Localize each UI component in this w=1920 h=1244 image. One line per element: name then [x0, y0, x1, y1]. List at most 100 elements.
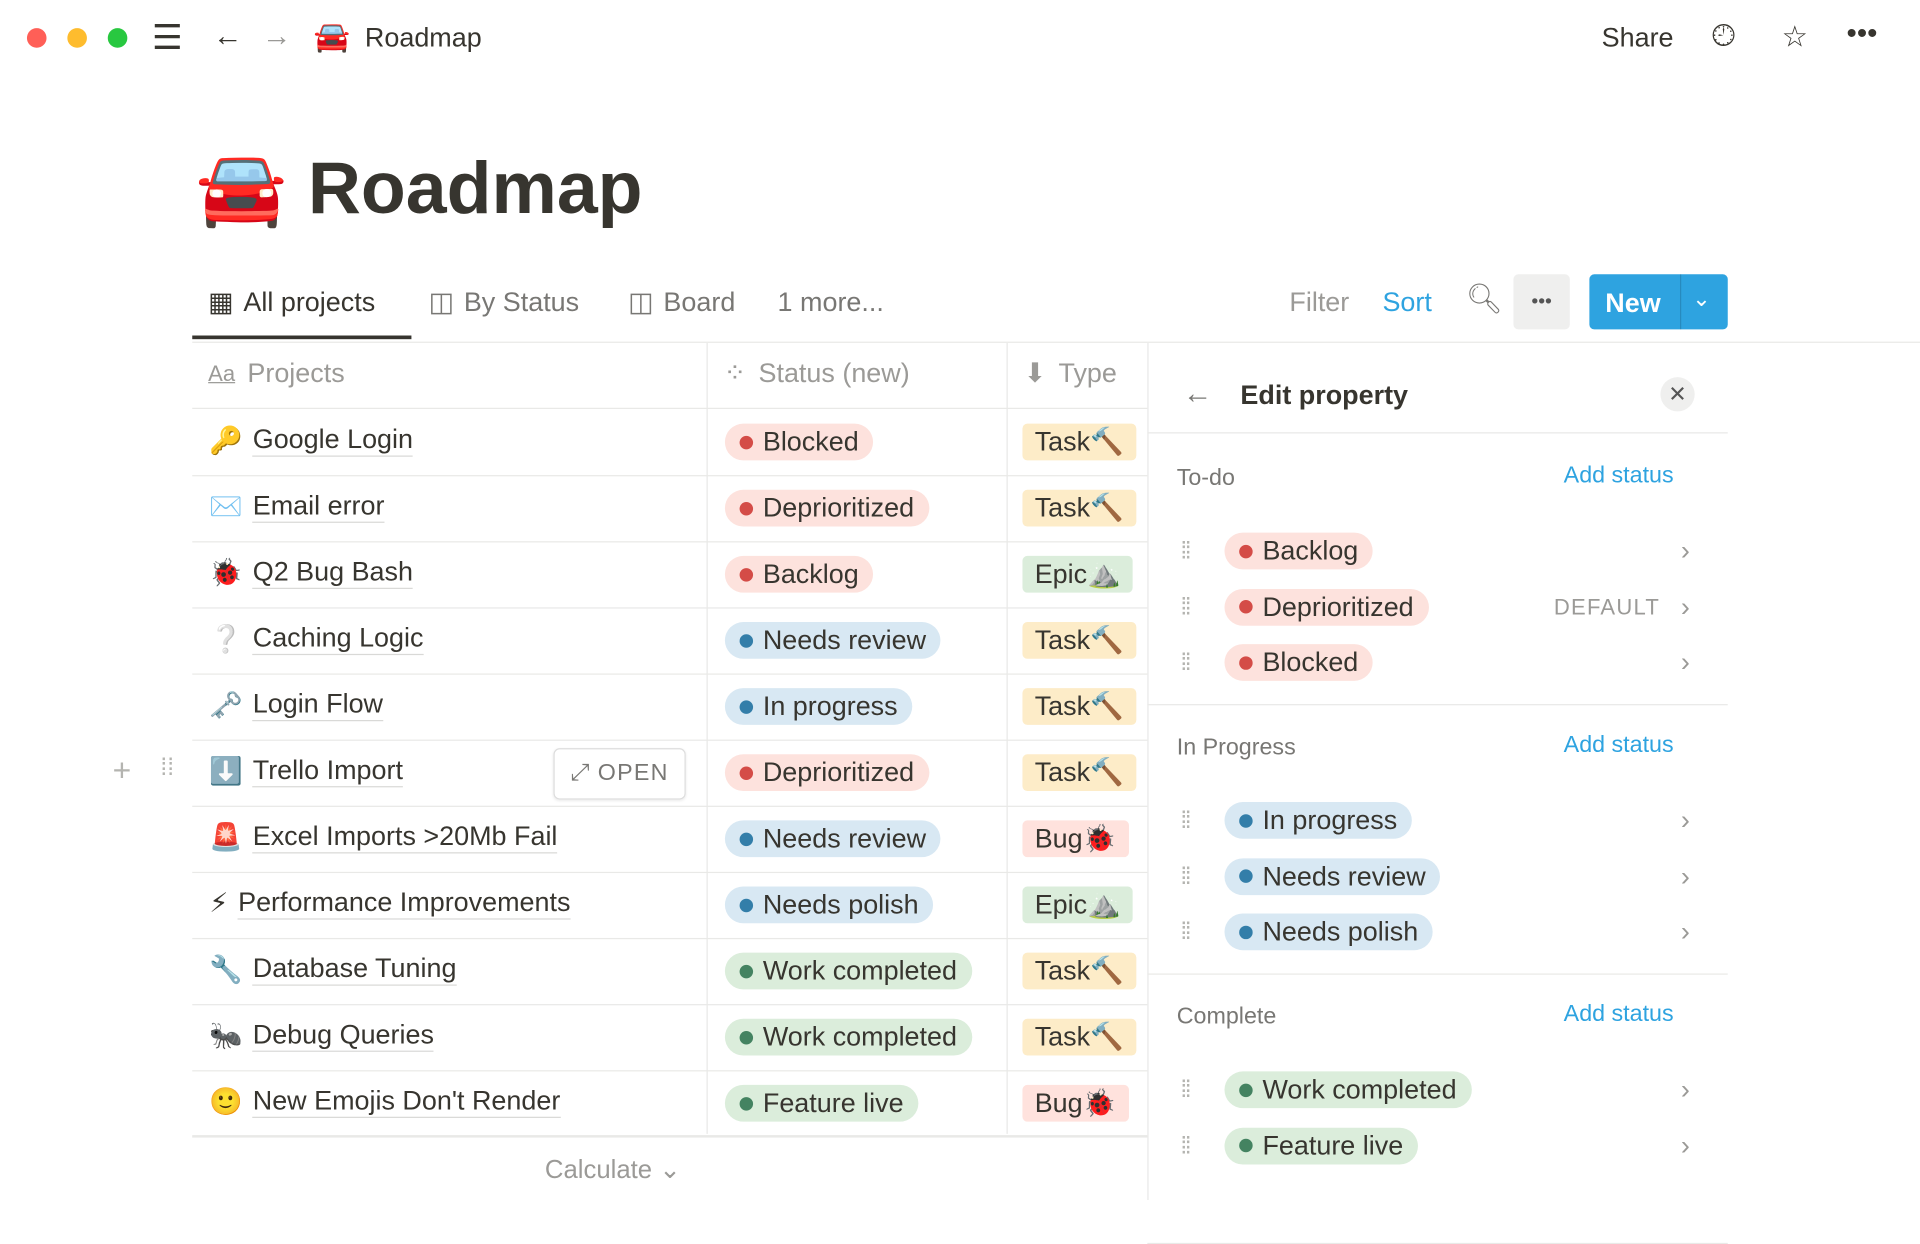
drag-handle-icon[interactable]: ⁞⁞ [1180, 862, 1191, 890]
chevron-right-icon[interactable]: › [1680, 860, 1690, 892]
type-tag[interactable]: Task🔨 [1022, 688, 1136, 725]
status-option-row[interactable]: ⁞⁞ Needs review › [1176, 857, 1703, 900]
type-tag[interactable]: Task🔨 [1022, 1018, 1136, 1056]
tab-by-status[interactable]: ◫ By Status [428, 286, 580, 318]
history-clock-icon[interactable]: 🕘︎ [1711, 19, 1736, 53]
maximize-window-button[interactable] [107, 28, 128, 48]
sort-button[interactable]: Sort [1382, 286, 1432, 318]
column-header-projects[interactable]: Aa Projects [208, 357, 345, 389]
table-row[interactable]: ✉️ Email error Deprioritized Task🔨 [192, 475, 1148, 543]
view-options-button[interactable]: ••• [1513, 274, 1570, 330]
back-arrow-icon[interactable]: ← [213, 19, 243, 53]
table-row[interactable]: ❔ Caching Logic Needs review Task🔨 [192, 607, 1148, 675]
close-window-button[interactable] [26, 28, 47, 48]
table-row[interactable]: 🐜 Debug Queries Work completed Task🔨 [192, 1004, 1148, 1072]
status-option-row[interactable]: ⁞⁞ Feature live › [1176, 1127, 1703, 1169]
table-row[interactable]: ⬇️ Trello Import ⤢ OPEN Deprioritized Task🔨 [192, 740, 1148, 807]
add-status-button[interactable]: Add status [1563, 1001, 1674, 1028]
status-pill[interactable]: Work completed [724, 1018, 972, 1056]
type-tag[interactable]: Bug🐞 [1022, 820, 1129, 858]
type-tag[interactable]: Epic⛰️ [1022, 555, 1133, 593]
drag-handle-icon[interactable]: ⁞⁞ [160, 754, 175, 782]
drag-handle-icon[interactable]: ⁞⁞ [1180, 537, 1191, 565]
column-header-status[interactable]: ⁘ Status (new) [723, 357, 910, 389]
tab-all-projects[interactable]: ▦ All projects [208, 286, 376, 318]
chevron-right-icon[interactable]: › [1680, 916, 1690, 948]
calculate-button[interactable]: Calculate ⌄ [544, 1155, 681, 1185]
type-tag[interactable]: Task🔨 [1022, 622, 1136, 659]
status-pill[interactable]: Needs polish [724, 886, 934, 924]
drag-handle-icon[interactable]: ⁞⁞ [1180, 649, 1191, 677]
status-pill[interactable]: Needs review [724, 820, 941, 858]
type-tag[interactable]: Task🔨 [1022, 489, 1136, 527]
chevron-right-icon[interactable]: › [1680, 804, 1690, 836]
status-option-row[interactable]: ⁞⁞ Blocked › [1176, 644, 1703, 687]
chevron-down-icon[interactable]: ⌄ [1692, 286, 1711, 312]
share-button[interactable]: Share [1601, 22, 1674, 53]
status-pill[interactable]: Feature live [724, 1084, 919, 1122]
forward-arrow-icon[interactable]: → [262, 19, 292, 53]
more-options-icon[interactable]: ••• [1846, 17, 1878, 51]
table-row[interactable]: 🙂 New Emojis Don't Render Feature live Bug🐞 [192, 1070, 1148, 1138]
status-option-row[interactable]: ⁞⁞ In progress › [1176, 802, 1703, 844]
table-row[interactable]: 🗝️ Login Flow In progress Task🔨 [192, 673, 1148, 741]
type-tag[interactable]: Task🔨 [1022, 423, 1136, 461]
project-name-cell[interactable]: 🐜 Debug Queries [209, 1019, 434, 1052]
status-option-row[interactable]: ⁞⁞ Work completed › [1176, 1071, 1703, 1113]
chevron-right-icon[interactable]: › [1680, 535, 1690, 566]
tab-board[interactable]: ◫ Board [628, 286, 736, 318]
project-name-cell[interactable]: 🔑 Google Login [209, 424, 414, 457]
type-tag[interactable]: Task🔨 [1022, 952, 1136, 990]
project-name-cell[interactable]: 🚨 Excel Imports >20Mb Fail [209, 820, 558, 854]
add-row-plus-icon[interactable]: + [112, 751, 132, 789]
project-name-cell[interactable]: ✉️ Email error [209, 490, 385, 523]
add-status-button[interactable]: Add status [1563, 462, 1674, 489]
project-name-cell[interactable]: ⚡ Performance Improvements [209, 887, 571, 920]
favorite-star-icon[interactable]: ☆ [1781, 20, 1808, 54]
table-row[interactable]: 🐞 Q2 Bug Bash Backlog Epic⛰️ [192, 541, 1148, 609]
type-tag[interactable]: Bug🐞 [1022, 1084, 1129, 1122]
project-name-cell[interactable]: 🔧 Database Tuning [209, 953, 457, 986]
chevron-right-icon[interactable]: › [1680, 591, 1690, 622]
project-name-cell[interactable]: 🙂 New Emojis Don't Render [209, 1085, 561, 1118]
minimize-window-button[interactable] [67, 28, 87, 48]
chevron-right-icon[interactable]: › [1680, 1073, 1690, 1105]
status-option-row[interactable]: ⁞⁞ Needs polish › [1176, 913, 1703, 956]
breadcrumb-title[interactable]: Roadmap [364, 22, 482, 53]
type-tag[interactable]: Task🔨 [1022, 754, 1136, 792]
chevron-right-icon[interactable]: › [1680, 1129, 1690, 1161]
chevron-right-icon[interactable]: › [1680, 647, 1690, 678]
project-name-cell[interactable]: ⬇️ Trello Import [209, 754, 403, 788]
status-pill[interactable]: Deprioritized [724, 754, 929, 792]
filter-button[interactable]: Filter [1289, 286, 1350, 318]
table-row[interactable]: 🔑 Google Login Blocked Task🔨 [192, 409, 1148, 477]
add-status-button[interactable]: Add status [1563, 732, 1674, 758]
close-panel-button[interactable]: ✕ [1660, 377, 1695, 412]
project-name-cell[interactable]: 🐞 Q2 Bug Bash [209, 556, 413, 589]
menu-icon[interactable]: ☰ [151, 18, 183, 57]
table-row[interactable]: 🔧 Database Tuning Work completed Task🔨 [192, 938, 1148, 1006]
status-pill[interactable]: Backlog [724, 555, 874, 593]
drag-handle-icon[interactable]: ⁞⁞ [1180, 1132, 1191, 1160]
back-arrow-icon[interactable]: ← [1182, 377, 1213, 411]
type-tag[interactable]: Epic⛰️ [1022, 886, 1133, 924]
table-row[interactable]: 🚨 Excel Imports >20Mb Fail Needs review Bug… [192, 806, 1148, 874]
drag-handle-icon[interactable]: ⁞⁞ [1180, 593, 1191, 621]
tab-more[interactable]: 1 more... [777, 286, 884, 318]
drag-handle-icon[interactable]: ⁞⁞ [1180, 1076, 1191, 1104]
search-icon[interactable]: 🔍︎ [1465, 282, 1504, 316]
drag-handle-icon[interactable]: ⁞⁞ [1180, 918, 1191, 946]
project-name-cell[interactable]: 🗝️ Login Flow [209, 688, 384, 722]
status-option-row[interactable]: ⁞⁞ Backlog › [1176, 532, 1703, 575]
status-pill[interactable]: Blocked [724, 423, 874, 461]
new-button[interactable]: New ⌄ [1589, 274, 1728, 330]
open-row-button[interactable]: ⤢ OPEN [553, 748, 686, 800]
status-pill[interactable]: Deprioritized [724, 489, 929, 527]
status-pill[interactable]: Needs review [724, 622, 941, 659]
drag-handle-icon[interactable]: ⁞⁞ [1180, 806, 1191, 834]
project-name-cell[interactable]: ❔ Caching Logic [209, 622, 424, 656]
status-option-row[interactable]: ⁞⁞ Deprioritized DEFAULT › [1176, 588, 1703, 631]
table-row[interactable]: ⚡ Performance Improvements Needs polish Epi… [192, 872, 1148, 940]
column-header-type[interactable]: ⬇︎ Type [1023, 357, 1117, 389]
status-pill[interactable]: Work completed [724, 952, 972, 990]
